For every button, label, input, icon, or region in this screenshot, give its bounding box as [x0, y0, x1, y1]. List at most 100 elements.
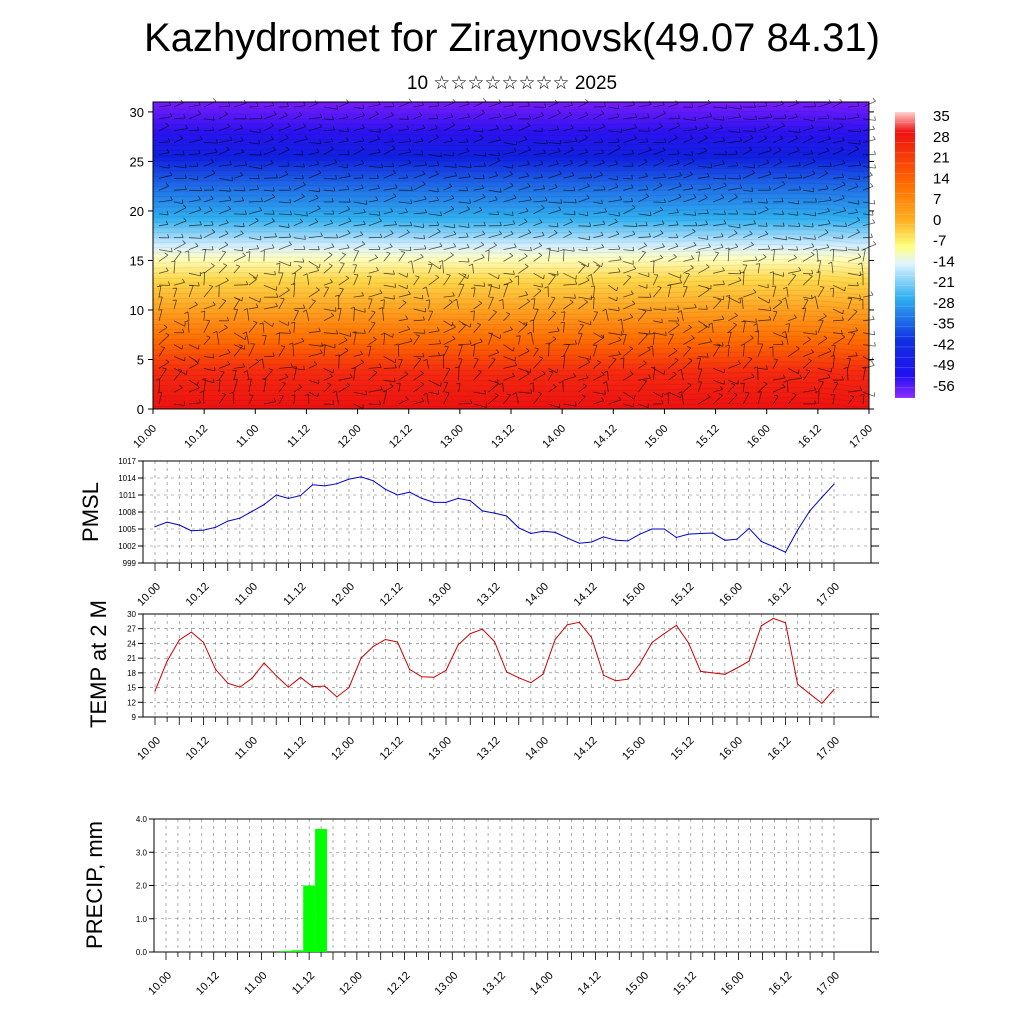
- wind-barb-flag: [793, 314, 797, 318]
- wind-barb: [443, 326, 456, 334]
- wind-barb-flag: [603, 370, 608, 374]
- wind-barb-flag: [396, 382, 401, 384]
- wind-barb-flag: [869, 171, 873, 176]
- wind-barb-flag: [423, 392, 427, 396]
- y-tick-label: 3.0: [136, 848, 148, 857]
- wind-barb-flag: [600, 110, 605, 114]
- wind-barb-flag: [183, 114, 186, 119]
- wind-barb-flag: [829, 196, 832, 201]
- wind-barb-flag: [661, 158, 665, 162]
- wind-barb-flag: [870, 183, 874, 187]
- wind-barb-flag: [453, 223, 456, 228]
- contour-line: [152, 387, 870, 392]
- wind-barb-flag: [225, 277, 229, 281]
- wind-barb-flag: [769, 306, 772, 311]
- wind-barb-flag: [618, 336, 622, 341]
- wind-barb: [368, 138, 380, 143]
- wind-barb: [248, 248, 259, 250]
- wind-barb-flag: [633, 135, 637, 139]
- wind-barb: [456, 299, 459, 310]
- wind-barb: [398, 328, 410, 334]
- data-point: [687, 533, 690, 535]
- wind-barb: [593, 362, 601, 369]
- wind-barb-flag: [184, 320, 189, 323]
- wind-barb-flag: [392, 169, 396, 174]
- wind-barb: [862, 186, 874, 191]
- wind-barb-flag: [830, 394, 835, 396]
- wind-barb: [503, 128, 513, 132]
- wind-barb: [847, 105, 860, 108]
- wind-barb-flag: [509, 125, 513, 129]
- wind-barb: [533, 188, 545, 191]
- wind-barb-flag: [260, 197, 263, 202]
- wind-barb-flag: [379, 128, 381, 133]
- wind-barb-flag: [750, 335, 754, 339]
- wind-barb-flag: [317, 392, 319, 397]
- x-tick-label: 12.00: [337, 970, 365, 998]
- wind-barb-flag: [455, 366, 460, 369]
- wind-barb: [847, 330, 858, 334]
- data-point: [299, 676, 302, 678]
- wind-barb-flag: [513, 194, 517, 199]
- wind-barb: [473, 188, 484, 191]
- wind-barb: [413, 256, 424, 262]
- wind-barb: [563, 272, 577, 280]
- wind-barb-flag: [498, 112, 502, 117]
- wind-barb: [218, 177, 233, 182]
- wind-barb: [308, 270, 319, 274]
- wind-barb: [473, 244, 484, 250]
- wind-barb-flag: [247, 378, 252, 380]
- wind-barb-flag: [587, 274, 592, 277]
- wind-barb: [847, 389, 862, 393]
- wind-barb-flag: [618, 306, 620, 311]
- wind-barb-flag: [422, 352, 425, 358]
- wind-barb: [398, 293, 411, 298]
- x-tick-label: 13.12: [480, 970, 508, 998]
- wind-barb-flag: [241, 148, 245, 153]
- wind-barb-flag: [381, 163, 383, 168]
- wind-barb-flag: [483, 282, 486, 287]
- wind-barb-flag: [242, 331, 247, 335]
- wind-barb: [188, 189, 202, 192]
- wind-barb: [488, 311, 497, 322]
- wind-barb-flag: [827, 347, 832, 352]
- wind-barb: [698, 284, 712, 290]
- wind-barb-flag: [642, 379, 647, 382]
- wind-barb-flag: [437, 351, 441, 356]
- wind-barb: [293, 267, 302, 274]
- wind-barb: [368, 166, 383, 168]
- wind-barb-flag: [196, 162, 199, 167]
- wind-barb-flag: [346, 163, 348, 168]
- wind-barb-flag: [495, 349, 500, 353]
- wind-barb-flag: [301, 150, 304, 155]
- wind-barb: [772, 395, 779, 405]
- wind-barb: [518, 199, 532, 203]
- wind-barb-flag: [361, 111, 365, 116]
- wind-barb: [563, 140, 577, 143]
- wind-barb-flag: [616, 230, 620, 235]
- wind-barb: [818, 118, 830, 120]
- wind-barb-flag: [858, 200, 860, 205]
- wind-barb-flag: [495, 171, 499, 176]
- wind-barb-flag: [725, 295, 730, 297]
- wind-barb-flag: [349, 373, 353, 378]
- contour-line: [152, 356, 870, 362]
- wind-barb: [578, 296, 592, 300]
- wind-barb-flag: [833, 381, 838, 384]
- wind-barb-flag: [198, 399, 202, 404]
- wind-barb-flag: [347, 229, 351, 234]
- wind-barb: [847, 296, 861, 300]
- wind-barb: [698, 223, 708, 227]
- wind-barb: [248, 296, 261, 303]
- wind-barb: [832, 355, 835, 369]
- wind-barb: [248, 361, 260, 369]
- wind-barb: [248, 322, 258, 333]
- wind-barb: [818, 129, 830, 132]
- wind-barb-flag: [240, 230, 244, 234]
- wind-barb: [473, 137, 484, 143]
- wind-barb: [488, 250, 490, 262]
- wind-barb-flag: [386, 251, 391, 254]
- wind-barb-flag: [162, 367, 167, 370]
- wind-barb: [473, 154, 486, 157]
